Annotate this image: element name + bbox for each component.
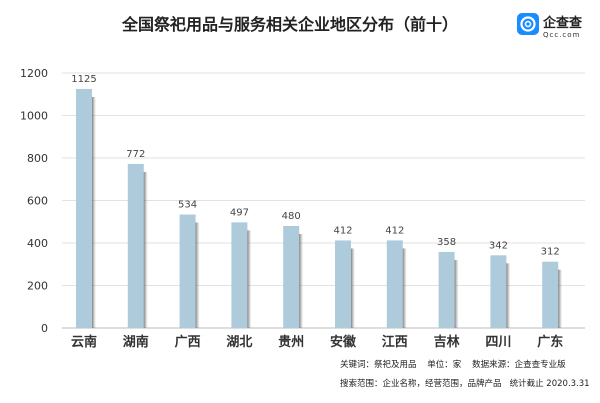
bar-shadow (401, 248, 407, 328)
logo: 企查查 Qcc.com (517, 13, 583, 39)
bar-shadow (350, 248, 355, 328)
bar-shadow (246, 230, 252, 328)
x-tick-label: 云南 (71, 334, 97, 350)
y-tick-label: 200 (27, 280, 48, 293)
x-tick-label: 湖南 (123, 334, 149, 350)
y-tick-label: 800 (27, 152, 48, 165)
y-tick-label: 400 (27, 237, 48, 250)
bar (231, 222, 248, 328)
x-tick-label: 安徽 (330, 334, 357, 350)
bar-shadow (194, 222, 200, 328)
data-label: 480 (282, 211, 301, 222)
logo-icon (517, 13, 539, 35)
bar (386, 240, 403, 328)
data-label: 534 (178, 200, 197, 211)
y-tick-label: 0 (41, 322, 48, 335)
y-tick-label: 600 (27, 195, 48, 208)
bar-shadow (91, 96, 96, 328)
data-label: 412 (333, 225, 352, 236)
logo-name: 企查查 (542, 15, 583, 31)
bar (335, 240, 351, 328)
bar (438, 251, 455, 328)
data-label: 412 (385, 225, 404, 236)
data-label: 342 (489, 240, 508, 251)
bar-shadow (142, 171, 148, 328)
x-tick-label: 江西 (382, 334, 408, 350)
bar-shadow (505, 263, 511, 328)
data-label: 497 (230, 207, 249, 218)
x-tick-label: 贵州 (278, 334, 304, 350)
bar (542, 261, 559, 328)
bar (76, 88, 92, 328)
x-tick-label: 湖北 (226, 335, 252, 350)
bar (127, 163, 144, 328)
bar (179, 214, 196, 328)
bar (490, 255, 507, 328)
y-tick-label: 1000 (20, 110, 48, 123)
chart-title: 全国祭祀用品与服务相关企业地区分布（前十） (121, 15, 458, 34)
bar-shadow (557, 269, 563, 328)
y-tick-label: 1200 (20, 67, 48, 80)
data-label: 772 (126, 149, 145, 160)
data-label: 312 (541, 247, 560, 258)
x-tick-label: 吉林 (434, 334, 460, 350)
x-tick-label: 广东 (537, 334, 563, 350)
data-label: 1125 (71, 74, 96, 85)
note-line-2: 搜索范围：企业名称，经营范围，品牌产品 统计截止 2020.3.31 (340, 378, 590, 389)
logo-sub: Qcc.com (543, 31, 580, 39)
x-tick-label: 四川 (485, 335, 511, 350)
data-label: 358 (437, 237, 456, 248)
bar (283, 226, 300, 328)
note-line-1: 关键词：祭祀及用品 单位：家 数据来源：企查查专业版 (340, 359, 566, 370)
bar-shadow (298, 234, 304, 328)
x-tick-label: 广西 (175, 334, 201, 350)
bar-shadow (453, 259, 459, 328)
